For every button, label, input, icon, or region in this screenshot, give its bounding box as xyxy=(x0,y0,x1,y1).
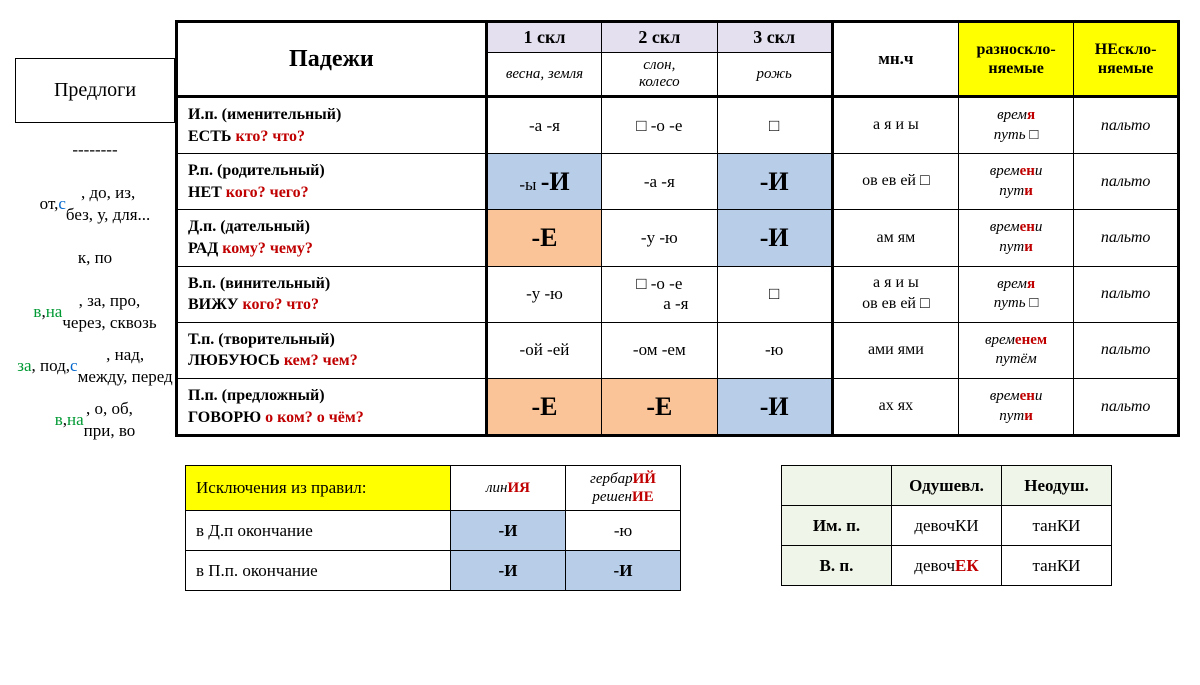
case-row: В.п. (винительный)ВИЖУ кого? что?-у -ю□ … xyxy=(177,266,1179,322)
exceptions-row1-c2: -ю xyxy=(566,511,681,551)
preposition-row: от, с, до, из,без, у, для... xyxy=(15,177,175,231)
nesklon-cell: пальто xyxy=(1074,266,1179,322)
exceptions-row2-label: в П.п. окончание xyxy=(186,551,451,591)
exceptions-row1-label: в Д.п окончание xyxy=(186,511,451,551)
case-row: П.п. (предложный)ГОВОРЮ о ком? о чём?-Е-… xyxy=(177,378,1179,435)
header-nesklon: НЕскло-няемые xyxy=(1074,22,1179,97)
animacy-corner xyxy=(782,466,892,506)
ending-skl2: -а -я xyxy=(602,154,717,210)
raznosklon-cell: временипути xyxy=(958,154,1073,210)
main-layout: Предлоги --------от, с, до, из,без, у, д… xyxy=(10,20,1180,447)
plural-cell: ов ев ей □ xyxy=(832,154,958,210)
exceptions-row1-c1: -И xyxy=(451,511,566,551)
case-row: Т.п. (творительный)ЛЮБУЮСЬ кем? чем?-ой … xyxy=(177,322,1179,378)
preposition-row: к, по xyxy=(15,231,175,285)
case-row: Д.п. (дательный)РАД кому? чему?-Е-у -ю-И… xyxy=(177,210,1179,266)
raznosklon-cell: временипути xyxy=(958,378,1073,435)
ending-skl2: □ -о -еа -я xyxy=(602,266,717,322)
exceptions-table: Исключения из правил: линИЯ гербарИЙреше… xyxy=(185,465,681,591)
exceptions-row2-c1: -И xyxy=(451,551,566,591)
case-name-cell: В.п. (винительный)ВИЖУ кого? что? xyxy=(177,266,487,322)
case-name-cell: П.п. (предложный)ГОВОРЮ о ком? о чём? xyxy=(177,378,487,435)
cases-table: Падежи 1 скл 2 скл 3 скл мн.ч разноскло-… xyxy=(175,20,1180,437)
case-row: Р.п. (родительный)НЕТ кого? чего?-ы -И-а… xyxy=(177,154,1179,210)
animacy-row1-c1: девочКИ xyxy=(892,506,1002,546)
preposition-row: за, под, с, над,между, перед xyxy=(15,339,175,393)
ending-skl1: -ой -ей xyxy=(486,322,601,378)
nesklon-cell: пальто xyxy=(1074,97,1179,154)
raznosklon-cell: временемпутём xyxy=(958,322,1073,378)
header-row-1: Падежи 1 скл 2 скл 3 скл мн.ч разноскло-… xyxy=(177,22,1179,53)
case-name-cell: Т.п. (творительный)ЛЮБУЮСЬ кем? чем? xyxy=(177,322,487,378)
ending-skl2: -Е xyxy=(602,378,717,435)
animacy-header-inanimate: Неодуш. xyxy=(1002,466,1112,506)
preposition-row: в, на, о, об,при, во xyxy=(15,393,175,447)
header-skl2: 2 скл xyxy=(602,22,717,53)
ending-skl1: -Е xyxy=(486,378,601,435)
preposition-row: -------- xyxy=(15,123,175,177)
case-name-cell: Д.п. (дательный)РАД кому? чему? xyxy=(177,210,487,266)
exceptions-col1-header: линИЯ xyxy=(451,466,566,511)
example-skl3: рожь xyxy=(717,53,832,97)
ending-skl3: -И xyxy=(717,154,832,210)
ending-skl1: -а -я xyxy=(486,97,601,154)
prepositions-header: Предлоги xyxy=(15,58,175,123)
animacy-row2-label: В. п. xyxy=(782,546,892,586)
animacy-row2-c2: танКИ xyxy=(1002,546,1112,586)
exceptions-title: Исключения из правил: xyxy=(186,466,451,511)
ending-skl2: □ -о -е xyxy=(602,97,717,154)
nesklon-cell: пальто xyxy=(1074,210,1179,266)
bottom-tables: Исключения из правил: линИЯ гербарИЙреше… xyxy=(185,465,1180,591)
animacy-table: Одушевл. Неодуш. Им. п. девочКИ танКИ В.… xyxy=(781,465,1112,586)
ending-skl2: -ом -ем xyxy=(602,322,717,378)
exceptions-row2-c2: -И xyxy=(566,551,681,591)
ending-skl1: -Е xyxy=(486,210,601,266)
ending-skl3: □ xyxy=(717,266,832,322)
plural-cell: а я и ыов ев ей □ xyxy=(832,266,958,322)
cases-grid: Падежи 1 скл 2 скл 3 скл мн.ч разноскло-… xyxy=(175,20,1180,437)
exceptions-col2-header: гербарИЙрешенИЕ xyxy=(566,466,681,511)
case-name-cell: И.п. (именительный)ЕСТЬ кто? что? xyxy=(177,97,487,154)
ending-skl3: -ю xyxy=(717,322,832,378)
raznosklon-cell: временипути xyxy=(958,210,1073,266)
animacy-row1-label: Им. п. xyxy=(782,506,892,546)
animacy-row2-c1: девочЕК xyxy=(892,546,1002,586)
ending-skl3: □ xyxy=(717,97,832,154)
plural-cell: ам ям xyxy=(832,210,958,266)
header-cases: Падежи xyxy=(177,22,487,97)
plural-cell: ами ями xyxy=(832,322,958,378)
ending-skl3: -И xyxy=(717,378,832,435)
preposition-row: в, на, за, про,через, сквозь xyxy=(15,285,175,339)
header-skl1: 1 скл xyxy=(486,22,601,53)
raznosklon-cell: времяпуть □ xyxy=(958,97,1073,154)
header-plural: мн.ч xyxy=(832,22,958,97)
ending-skl1: -ы -И xyxy=(486,154,601,210)
ending-skl2: -у -ю xyxy=(602,210,717,266)
raznosklon-cell: времяпуть □ xyxy=(958,266,1073,322)
nesklon-cell: пальто xyxy=(1074,378,1179,435)
plural-cell: а я и ы xyxy=(832,97,958,154)
animacy-header-animate: Одушевл. xyxy=(892,466,1002,506)
animacy-row1-c2: танКИ xyxy=(1002,506,1112,546)
prepositions-column: Предлоги --------от, с, до, из,без, у, д… xyxy=(10,20,175,447)
ending-skl3: -И xyxy=(717,210,832,266)
example-skl2: слон,колесо xyxy=(602,53,717,97)
header-raznosklon: разноскло-няемые xyxy=(958,22,1073,97)
case-name-cell: Р.п. (родительный)НЕТ кого? чего? xyxy=(177,154,487,210)
ending-skl1: -у -ю xyxy=(486,266,601,322)
plural-cell: ах ях xyxy=(832,378,958,435)
header-skl3: 3 скл xyxy=(717,22,832,53)
nesklon-cell: пальто xyxy=(1074,154,1179,210)
example-skl1: весна, земля xyxy=(486,53,601,97)
case-row: И.п. (именительный)ЕСТЬ кто? что?-а -я□ … xyxy=(177,97,1179,154)
nesklon-cell: пальто xyxy=(1074,322,1179,378)
